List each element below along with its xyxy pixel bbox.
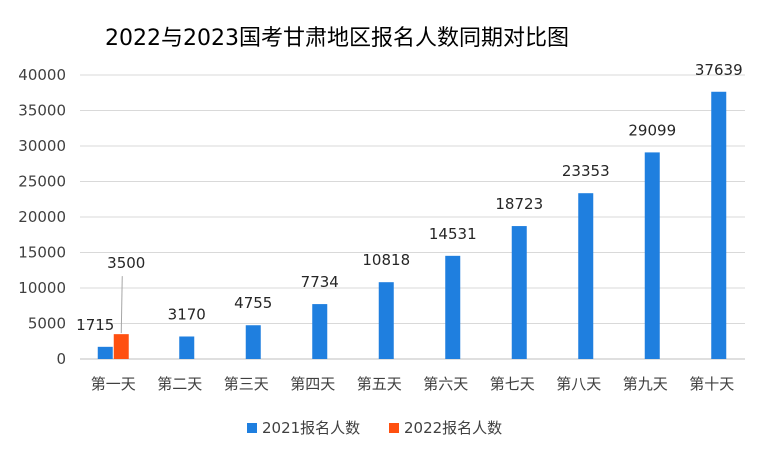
data-label-2021: 4755 — [234, 294, 272, 312]
data-label-2021: 18723 — [495, 195, 543, 213]
y-tick-label: 20000 — [18, 208, 66, 226]
data-label-2021: 29099 — [628, 121, 676, 139]
bar-2021 — [179, 336, 195, 359]
gridlines — [80, 74, 745, 360]
y-tick-label: 10000 — [18, 279, 66, 297]
x-category-label: 第七天 — [490, 375, 535, 393]
x-category-label: 第八天 — [556, 375, 601, 393]
data-label-2022: 3500 — [107, 254, 145, 272]
bar-2021 — [378, 282, 394, 359]
legend-label: 2021报名人数 — [262, 419, 360, 437]
data-label-2021: 7734 — [301, 273, 339, 291]
y-tick-label: 15000 — [18, 244, 66, 262]
data-labels: 1715 3500 3170 4755 7734 10818 14531 18723 23353… — [76, 61, 742, 334]
y-tick-label: 5000 — [28, 315, 66, 333]
bar-2021 — [245, 325, 261, 359]
legend-swatch — [389, 423, 399, 433]
y-tick-label: 0 — [56, 350, 66, 368]
bar-2021 — [578, 193, 594, 359]
x-category-label: 第五天 — [357, 375, 402, 393]
y-axis-ticks: 0 5000 10000 15000 20000 25000 30000 35000 40000 — [18, 66, 66, 368]
x-category-label: 第四天 — [290, 375, 335, 393]
legend: 2021报名人数 2022报名人数 — [247, 419, 502, 437]
y-tick-label: 25000 — [18, 173, 66, 191]
data-label-2021: 14531 — [429, 225, 477, 243]
bar-2022 — [113, 334, 129, 359]
legend-label: 2022报名人数 — [404, 419, 502, 437]
chart-title: 2022与2023国考甘肃地区报名人数同期对比图 — [105, 26, 569, 51]
bar-2021 — [97, 346, 113, 359]
bar-2021 — [312, 304, 328, 359]
x-category-label: 第二天 — [157, 375, 202, 393]
x-axis-categories: 第一天 第二天 第三天 第四天 第五天 第六天 第七天 第八天 第九天 第十天 — [91, 375, 735, 393]
data-label-2021: 1715 — [76, 316, 114, 334]
bar-2021 — [511, 226, 527, 359]
x-category-label: 第九天 — [623, 375, 668, 393]
bar-2021 — [445, 255, 461, 359]
data-label-2021: 37639 — [695, 61, 743, 79]
data-label-2021: 3170 — [168, 305, 206, 323]
y-tick-label: 30000 — [18, 137, 66, 155]
y-tick-label: 35000 — [18, 102, 66, 120]
x-category-label: 第六天 — [423, 375, 468, 393]
x-category-label: 第一天 — [91, 375, 136, 393]
bars — [97, 91, 727, 360]
y-tick-label: 40000 — [18, 66, 66, 84]
data-label-leader — [120, 276, 123, 334]
data-label-2021: 23353 — [562, 162, 610, 180]
bar-2021 — [644, 152, 660, 359]
x-category-label: 第三天 — [224, 375, 269, 393]
x-category-label: 第十天 — [689, 375, 734, 393]
data-label-2021: 10818 — [362, 251, 410, 269]
legend-swatch — [247, 423, 257, 433]
bar-2021 — [711, 91, 727, 360]
